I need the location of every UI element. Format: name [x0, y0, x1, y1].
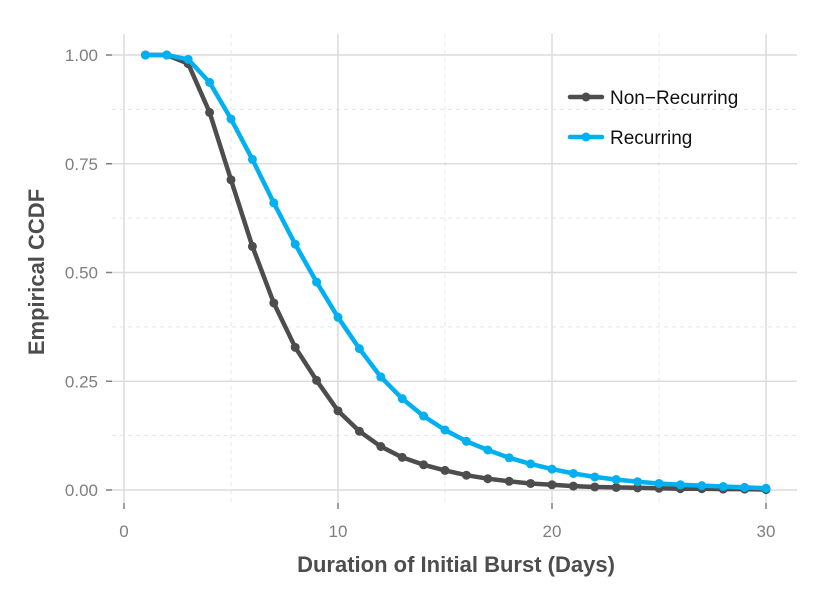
x-axis-ticks: 0 10 20 30 [119, 503, 775, 541]
data-point [633, 477, 643, 487]
legend-swatch-point [581, 132, 591, 142]
x-tick-label: 10 [329, 522, 348, 541]
data-point [312, 277, 322, 287]
data-point [461, 436, 471, 446]
data-point [654, 478, 664, 488]
data-point [697, 481, 707, 491]
data-point [205, 107, 215, 117]
data-point [290, 239, 300, 249]
y-axis-ticks: 0.00 0.25 0.50 0.75 1.00 [65, 46, 112, 500]
data-point [419, 411, 429, 421]
legend-item: Non−Recurring [567, 88, 738, 109]
data-point [376, 442, 386, 451]
y-axis-title: Empirical CCDF [24, 189, 49, 355]
data-point [504, 476, 514, 486]
x-tick-label: 20 [543, 522, 562, 541]
series-line [143, 52, 769, 491]
data-point [226, 175, 236, 185]
data-point [461, 470, 471, 480]
y-tick-label: 0.00 [65, 481, 98, 500]
data-point [675, 480, 685, 490]
data-point [247, 154, 257, 164]
data-point [483, 445, 493, 455]
data-point [269, 198, 279, 208]
data-point [440, 465, 450, 475]
data-point [162, 50, 172, 60]
x-tick-label: 30 [757, 522, 776, 541]
data-point [354, 426, 364, 436]
data-point [397, 394, 407, 404]
data-point [440, 425, 450, 435]
data-point [483, 474, 493, 484]
data-point [183, 54, 193, 64]
data-point [526, 478, 536, 488]
data-point [397, 452, 407, 462]
data-point [140, 50, 150, 60]
data-point [419, 460, 429, 470]
legend-item: Recurring [567, 128, 692, 149]
data-point [740, 482, 750, 492]
data-point [547, 480, 557, 490]
data-point [590, 472, 600, 482]
data-point [247, 241, 257, 251]
data-point [290, 342, 300, 352]
legend-label: Non−Recurring [610, 88, 738, 109]
data-point [354, 344, 364, 354]
legend-label: Recurring [610, 128, 692, 149]
y-tick-label: 1.00 [65, 46, 98, 65]
data-point [226, 114, 236, 124]
data-point [547, 464, 557, 474]
x-tick-label: 0 [119, 522, 128, 541]
data-point [312, 375, 322, 385]
data-point [568, 481, 578, 491]
data-point [611, 475, 621, 485]
legend-swatch-point [581, 92, 591, 102]
y-tick-label: 0.50 [65, 264, 98, 283]
data-point [504, 453, 514, 463]
data-point [333, 406, 343, 416]
data-point [568, 468, 578, 478]
legend: Non−Recurring Recurring [567, 88, 738, 149]
data-point [526, 459, 536, 469]
data-point [269, 298, 279, 308]
x-axis-title: Duration of Initial Burst (Days) [297, 552, 615, 577]
series-layer [140, 50, 771, 495]
data-point [718, 482, 728, 492]
data-point [761, 483, 771, 493]
series-recurring [140, 50, 771, 493]
data-point [205, 77, 215, 87]
data-point [590, 482, 600, 492]
data-point [611, 482, 621, 492]
data-point [376, 372, 386, 382]
y-tick-label: 0.25 [65, 372, 98, 391]
data-point [333, 312, 343, 322]
y-tick-label: 0.75 [65, 155, 98, 174]
